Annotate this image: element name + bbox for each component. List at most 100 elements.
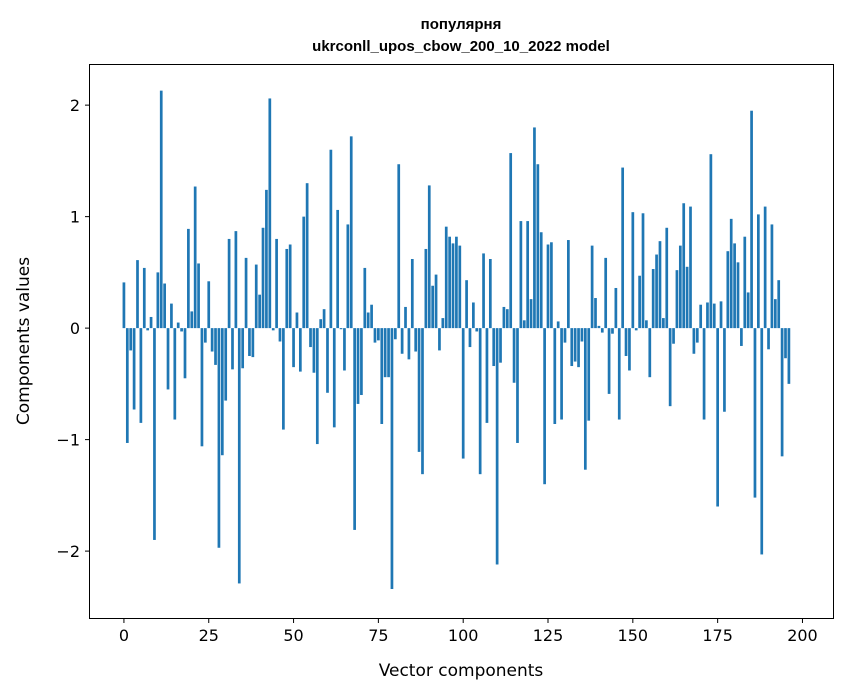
bar-57 xyxy=(315,328,319,445)
bar-175 xyxy=(716,328,719,507)
bar-64 xyxy=(339,328,343,330)
bar-19 xyxy=(187,228,190,329)
bar-87 xyxy=(417,328,421,452)
bar-118 xyxy=(522,320,526,329)
bar-34 xyxy=(237,328,241,584)
bar-116 xyxy=(516,328,519,443)
bar-22 xyxy=(197,263,200,329)
bar-167 xyxy=(689,206,692,329)
bar-53 xyxy=(302,216,306,329)
bar-145 xyxy=(614,287,618,329)
bar-186 xyxy=(753,328,757,498)
bar-134 xyxy=(577,328,580,368)
y-axis-ticks: −2 −1 0 1 2 xyxy=(56,96,90,561)
bar-4 xyxy=(136,260,139,329)
bar-111 xyxy=(499,328,502,363)
bar-41 xyxy=(261,227,265,329)
bar-113 xyxy=(505,309,509,329)
bar-36 xyxy=(244,257,248,329)
bar-123 xyxy=(539,232,543,329)
bar-185 xyxy=(750,110,753,329)
bar-89 xyxy=(424,248,428,329)
bar-55 xyxy=(309,328,312,348)
bar-37 xyxy=(248,328,251,356)
bar-96 xyxy=(448,236,451,329)
bar-97 xyxy=(451,243,455,329)
bar-193 xyxy=(777,280,781,329)
bar-120 xyxy=(529,299,533,329)
bar-24 xyxy=(203,328,207,343)
bar-2 xyxy=(129,328,133,351)
bar-177 xyxy=(723,328,726,412)
y-tick-label: 1 xyxy=(70,208,80,227)
bar-1 xyxy=(125,328,129,443)
bar-56 xyxy=(312,328,316,373)
bar-140 xyxy=(597,325,601,329)
bar-9 xyxy=(153,328,156,540)
bar-42 xyxy=(265,189,268,329)
bar-184 xyxy=(746,292,750,329)
bar-108 xyxy=(488,259,492,329)
bar-126 xyxy=(550,242,553,329)
bar-23 xyxy=(200,328,204,447)
bar-60 xyxy=(326,328,329,393)
bar-157 xyxy=(655,254,658,329)
bar-117 xyxy=(519,221,523,329)
bar-72 xyxy=(366,312,370,329)
bar-86 xyxy=(414,328,418,352)
bar-168 xyxy=(692,328,696,354)
bar-139 xyxy=(594,298,597,329)
bar-132 xyxy=(570,328,574,367)
bar-122 xyxy=(536,164,540,329)
bar-138 xyxy=(590,245,594,329)
bar-16 xyxy=(176,322,180,329)
bar-11 xyxy=(159,90,163,329)
x-tick-label: 175 xyxy=(702,626,733,645)
bar-75 xyxy=(377,328,380,341)
bar-101 xyxy=(465,280,468,329)
y-tick-label: 2 xyxy=(70,96,80,115)
bar-20 xyxy=(190,311,194,329)
y-tick-label: −2 xyxy=(56,542,80,561)
bar-125 xyxy=(546,244,550,329)
bar-162 xyxy=(672,328,675,344)
bar-27 xyxy=(214,328,217,365)
bar-92 xyxy=(434,274,438,329)
bar-28 xyxy=(217,328,221,548)
bar-14 xyxy=(170,303,173,329)
bar-21 xyxy=(193,186,197,329)
bar-137 xyxy=(587,328,591,421)
bar-154 xyxy=(645,320,648,329)
bar-156 xyxy=(651,269,655,329)
bar-77 xyxy=(383,328,387,378)
bar-129 xyxy=(560,328,563,420)
bar-142 xyxy=(604,257,608,329)
bar-12 xyxy=(163,283,166,329)
y-axis-label: Components values xyxy=(14,257,34,425)
bar-95 xyxy=(444,226,448,329)
bar-63 xyxy=(336,209,340,329)
bar-70 xyxy=(360,328,363,396)
bar-73 xyxy=(370,304,373,329)
bar-83 xyxy=(404,306,407,329)
bar-172 xyxy=(706,302,709,329)
chart-title: популярня xyxy=(421,16,502,33)
bar-62 xyxy=(332,328,336,428)
bar-61 xyxy=(329,149,333,329)
bar-59 xyxy=(322,309,326,329)
bar-67 xyxy=(349,136,353,329)
bar-127 xyxy=(553,328,557,424)
bar-46 xyxy=(278,328,282,342)
bar-173 xyxy=(709,154,713,329)
bar-161 xyxy=(668,328,672,407)
bar-191 xyxy=(770,224,774,329)
bar-25 xyxy=(207,281,211,329)
bar-26 xyxy=(210,328,214,352)
bar-47 xyxy=(282,328,285,430)
bar-90 xyxy=(427,185,431,329)
bar-29 xyxy=(220,328,224,456)
bar-93 xyxy=(438,328,441,351)
bar-79 xyxy=(390,328,394,590)
plot-frame xyxy=(89,64,834,619)
